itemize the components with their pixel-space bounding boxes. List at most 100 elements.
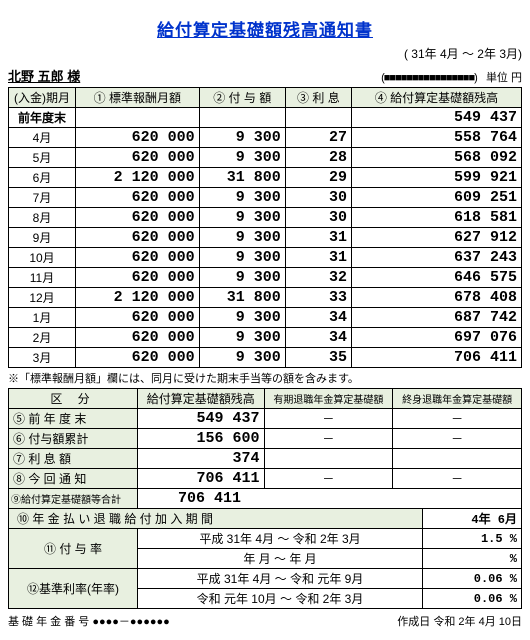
col1-cell: 620 000 — [76, 268, 200, 288]
month-cell: 6月 — [9, 168, 76, 188]
row12-period1: 平成 31年 4月 ～ 令和 元年 9月 — [138, 569, 423, 589]
sec2-v1: 706 411 — [138, 469, 265, 489]
sec2-label: ⑤ 前 年 度 末 — [9, 409, 138, 429]
col2-cell: 9 300 — [199, 208, 285, 228]
recipient-name: 北野 五郎 様 — [8, 66, 80, 85]
summary-table: 区 分 給付算定基礎額残高 有期退職年金算定基礎額 終身退職年金算定基礎額 ⑤ … — [8, 388, 522, 509]
sec2-label: ⑥ 付与額累計 — [9, 429, 138, 449]
sec2-hdr-kubun: 区 分 — [9, 389, 138, 409]
col2-cell: 31 800 — [199, 168, 285, 188]
month-cell: 7月 — [9, 188, 76, 208]
sec2-v2 — [264, 449, 393, 469]
col3-cell: 29 — [285, 168, 351, 188]
sec2-hdr-2: 有期退職年金算定基礎額 — [264, 389, 393, 409]
col1-cell — [76, 108, 200, 128]
unit-label: 単位 円 — [486, 72, 522, 84]
row10-value: 4年 6月 — [423, 509, 522, 529]
row12-label: ⑫基準利率(年率) — [9, 569, 138, 609]
col3-cell: 31 — [285, 228, 351, 248]
name-row: 北野 五郎 様 (■■■■■■■■■■■■■■■■) 単位 円 — [8, 66, 522, 85]
col2-cell: 9 300 — [199, 188, 285, 208]
col2-cell: 9 300 — [199, 348, 285, 368]
row11-label: ⑪ 付 与 率 — [9, 529, 138, 569]
sec2-hdr-1: 給付算定基礎額残高 — [138, 389, 265, 409]
sec2-v3: － — [393, 429, 522, 449]
col1-cell: 620 000 — [76, 208, 200, 228]
col4-cell: 627 912 — [352, 228, 522, 248]
col3-cell: 33 — [285, 288, 351, 308]
creation-date: 作成日 令和 2年 4月 10日 — [397, 613, 522, 629]
month-cell: 1月 — [9, 308, 76, 328]
sec2-label: ⑦ 利 息 額 — [9, 449, 138, 469]
bottom-table: ⑩ 年 金 払 い 退 職 給 付 加 入 期 間 4年 6月 ⑪ 付 与 率 … — [8, 508, 522, 609]
month-cell: 8月 — [9, 208, 76, 228]
row11-period2: 年 月 ～ 年 月 — [138, 549, 423, 569]
col1-cell: 620 000 — [76, 228, 200, 248]
unit-block: (■■■■■■■■■■■■■■■■) 単位 円 — [381, 69, 522, 85]
col2-cell: 31 800 — [199, 288, 285, 308]
col3-cell: 35 — [285, 348, 351, 368]
table-note: ※「標準報酬月額」欄には、同月に受けた期末手当等の額を含みます。 — [8, 370, 522, 386]
sec2-v1: 549 437 — [138, 409, 265, 429]
col3-cell: 32 — [285, 268, 351, 288]
month-cell: 3月 — [9, 348, 76, 368]
pension-number: 基 礎 年 金 番 号 ●●●●－●●●●●● — [8, 613, 170, 629]
month-cell: 前年度末 — [9, 108, 76, 128]
main-hdr-2: ② 付 与 額 — [199, 88, 285, 108]
row10-label: ⑩ 年 金 払 い 退 職 給 付 加 入 期 間 — [9, 509, 423, 529]
row11-rate2: % — [423, 549, 522, 569]
col1-cell: 620 000 — [76, 128, 200, 148]
col4-cell: 697 076 — [352, 328, 522, 348]
redacted-box: (■■■■■■■■■■■■■■■■) — [381, 72, 477, 84]
main-hdr-4: ④ 給付算定基礎額残高 — [352, 88, 522, 108]
main-hdr-3: ③ 利 息 — [285, 88, 351, 108]
col4-cell: 568 092 — [352, 148, 522, 168]
footer: 基 礎 年 金 番 号 ●●●●－●●●●●● 作成日 令和 2年 4月 10日 — [8, 613, 522, 629]
col1-cell: 620 000 — [76, 188, 200, 208]
sec2-v2: － — [264, 469, 393, 489]
col2-cell: 9 300 — [199, 128, 285, 148]
row12-rate1: 0.06 % — [423, 569, 522, 589]
col4-cell: 678 408 — [352, 288, 522, 308]
sec2-label: ⑨給付算定基礎額等合計 — [9, 489, 138, 509]
col2-cell: 9 300 — [199, 328, 285, 348]
main-table: (入金)期月 ① 標準報酬月額 ② 付 与 額 ③ 利 息 ④ 給付算定基礎額残… — [8, 87, 522, 368]
sec2-label: ⑧ 今 回 通 知 — [9, 469, 138, 489]
col1-cell: 620 000 — [76, 248, 200, 268]
doc-title: 給付算定基礎額残高通知書 — [8, 16, 522, 41]
sec2-v3: － — [393, 409, 522, 429]
col1-cell: 620 000 — [76, 308, 200, 328]
col1-cell: 2 120 000 — [76, 288, 200, 308]
col4-cell: 558 764 — [352, 128, 522, 148]
month-cell: 2月 — [9, 328, 76, 348]
sec2-v2: － — [264, 429, 393, 449]
period: ( 31年 4月 ～ 2年 3月) — [8, 45, 522, 62]
sec2-v1: 156 600 — [138, 429, 265, 449]
month-cell: 11月 — [9, 268, 76, 288]
col4-cell: 549 437 — [352, 108, 522, 128]
month-cell: 9月 — [9, 228, 76, 248]
col3-cell: 31 — [285, 248, 351, 268]
sec2-v3 — [393, 449, 522, 469]
col4-cell: 637 243 — [352, 248, 522, 268]
sec2-v1: 374 — [138, 449, 265, 469]
col3-cell: 27 — [285, 128, 351, 148]
row11-period1: 平成 31年 4月 ～ 令和 2年 3月 — [138, 529, 423, 549]
row11-rate1: 1.5 % — [423, 529, 522, 549]
month-cell: 12月 — [9, 288, 76, 308]
sec2-hdr-3: 終身退職年金算定基礎額 — [393, 389, 522, 409]
col4-cell: 618 581 — [352, 208, 522, 228]
col2-cell: 9 300 — [199, 308, 285, 328]
col4-cell: 687 742 — [352, 308, 522, 328]
sec2-v2: － — [264, 409, 393, 429]
col2-cell: 9 300 — [199, 248, 285, 268]
col4-cell: 706 411 — [352, 348, 522, 368]
col4-cell: 609 251 — [352, 188, 522, 208]
month-cell: 4月 — [9, 128, 76, 148]
month-cell: 10月 — [9, 248, 76, 268]
sec2-total: 706 411 — [138, 489, 522, 509]
main-hdr-0: (入金)期月 — [9, 88, 76, 108]
row12-rate2: 0.06 % — [423, 589, 522, 609]
row12-period2: 令和 元年 10月 ～ 令和 2年 3月 — [138, 589, 423, 609]
col2-cell: 9 300 — [199, 228, 285, 248]
